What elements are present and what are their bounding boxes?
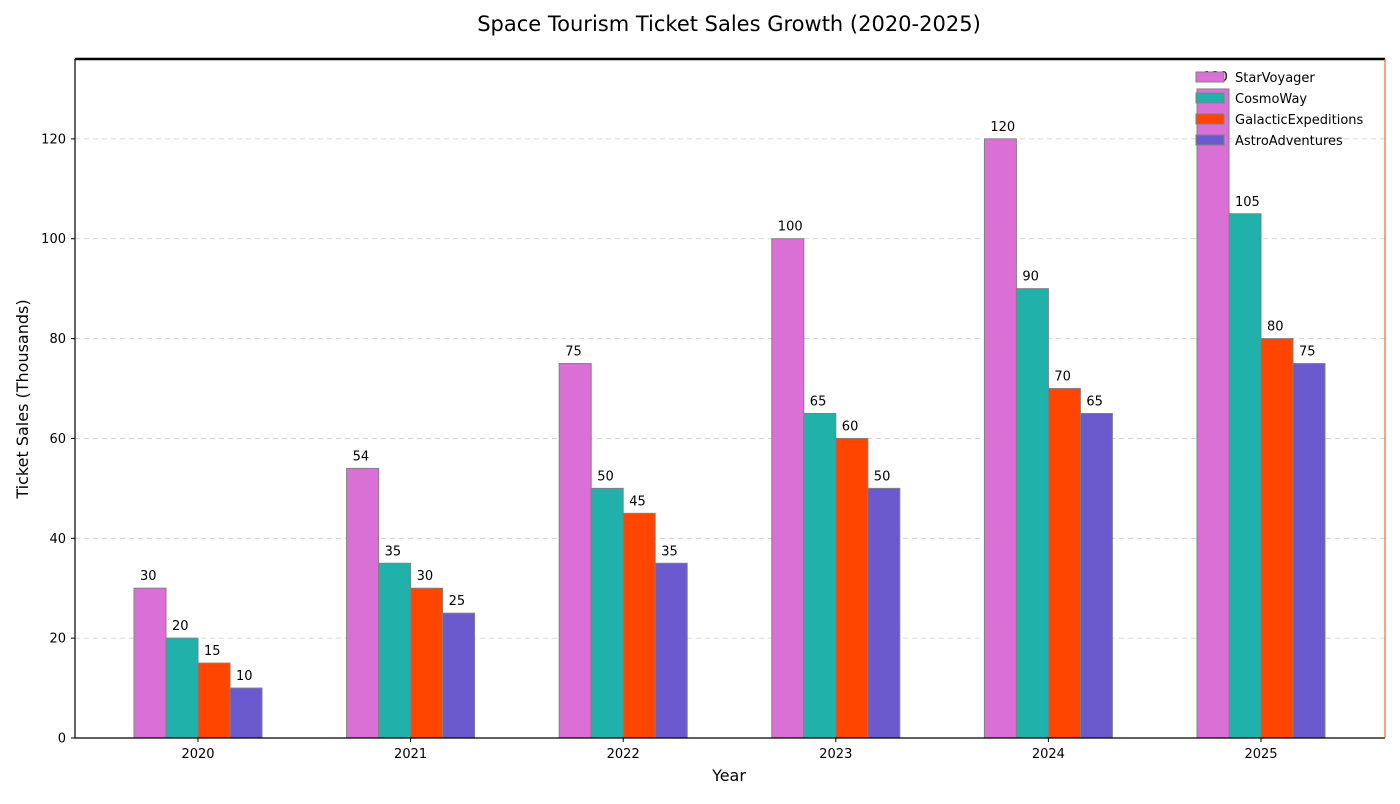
bars <box>133 88 1326 739</box>
legend-label-galacticexpeditions: GalacticExpeditions <box>1235 113 1364 128</box>
legend-label-cosmoway: CosmoWay <box>1235 92 1307 107</box>
data-label: 45 <box>629 494 646 509</box>
data-label: 20 <box>172 619 189 634</box>
x-tick-label: 2022 <box>607 747 640 762</box>
legend-swatch-cosmoway <box>1195 92 1225 104</box>
y-tick-label: 20 <box>49 632 66 647</box>
data-label: 50 <box>874 469 891 484</box>
chart-title: Space Tourism Ticket Sales Growth (2020-… <box>477 12 981 36</box>
data-label: 10 <box>236 669 253 684</box>
data-label: 54 <box>353 449 370 464</box>
bar-galacticexpeditions-2023 <box>835 437 869 739</box>
x-tick-label: 2024 <box>1032 747 1065 762</box>
data-label: 65 <box>1086 394 1103 409</box>
data-label: 25 <box>449 594 466 609</box>
data-label: 100 <box>778 220 803 235</box>
bar-galacticexpeditions-2020 <box>197 662 231 739</box>
y-tick-label: 0 <box>58 732 66 747</box>
bar-cosmoway-2022 <box>590 487 624 739</box>
bar-galacticexpeditions-2022 <box>622 512 656 739</box>
y-tick-label: 60 <box>49 432 66 447</box>
bar-starvoyager-2023 <box>771 238 805 739</box>
legend: StarVoyager CosmoWay GalacticExpeditions As… <box>1195 71 1364 149</box>
legend-swatch-galacticexpeditions <box>1195 113 1225 125</box>
bar-starvoyager-2022 <box>558 363 592 739</box>
data-label: 60 <box>842 419 859 434</box>
bar-starvoyager-2025 <box>1196 88 1230 739</box>
bar-starvoyager-2020 <box>133 587 167 739</box>
y-axis-label: Ticket Sales (Thousands) <box>13 299 32 499</box>
bar-galacticexpeditions-2024 <box>1047 388 1081 739</box>
data-label: 35 <box>385 544 402 559</box>
y-tick-label: 40 <box>49 532 66 547</box>
bar-cosmoway-2021 <box>378 562 412 739</box>
data-label: 35 <box>661 544 678 559</box>
x-axis-label: Year <box>711 766 746 785</box>
legend-swatch-starvoyager <box>1195 71 1225 83</box>
x-tick-label: 2020 <box>181 747 214 762</box>
x-tick-label: 2023 <box>819 747 852 762</box>
bar-astroadventures-2025 <box>1292 363 1326 739</box>
x-tick-label: 2021 <box>394 747 427 762</box>
y-tick-label: 120 <box>41 132 66 147</box>
data-label: 120 <box>990 120 1015 135</box>
data-label: 50 <box>597 469 614 484</box>
x-tick-label: 2025 <box>1244 747 1277 762</box>
grid-lines <box>75 138 1385 639</box>
data-label: 75 <box>565 345 582 360</box>
bar-starvoyager-2021 <box>346 467 380 739</box>
legend-label-starvoyager: StarVoyager <box>1235 71 1315 86</box>
data-label: 75 <box>1299 345 1316 360</box>
bar-cosmoway-2024 <box>1015 288 1049 739</box>
bar-astroadventures-2021 <box>442 612 476 739</box>
data-label: 80 <box>1267 320 1284 335</box>
bar-astroadventures-2024 <box>1079 412 1113 739</box>
bar-astroadventures-2023 <box>867 487 901 739</box>
data-label: 70 <box>1054 370 1071 385</box>
data-label: 65 <box>810 394 827 409</box>
data-label: 15 <box>204 644 221 659</box>
data-label: 90 <box>1022 270 1039 285</box>
y-tick-label: 100 <box>41 232 66 247</box>
legend-swatch-astroadventures <box>1195 134 1225 146</box>
data-label: 105 <box>1235 195 1260 210</box>
data-labels: 30 20 15 10 54 35 30 25 75 50 45 35 100 65 60 50 120 90 70… <box>140 70 1316 684</box>
legend-label-astroadventures: AstroAdventures <box>1235 134 1343 149</box>
bar-starvoyager-2024 <box>983 138 1017 739</box>
bar-galacticexpeditions-2025 <box>1260 338 1294 739</box>
data-label: 30 <box>417 569 434 584</box>
bar-cosmoway-2023 <box>803 412 837 739</box>
y-tick-label: 80 <box>49 332 66 347</box>
bar-astroadventures-2020 <box>229 687 263 739</box>
bar-astroadventures-2022 <box>654 562 688 739</box>
bar-cosmoway-2020 <box>165 637 199 739</box>
data-label: 30 <box>140 569 157 584</box>
bar-cosmoway-2025 <box>1228 213 1262 739</box>
bar-galacticexpeditions-2021 <box>410 587 444 739</box>
